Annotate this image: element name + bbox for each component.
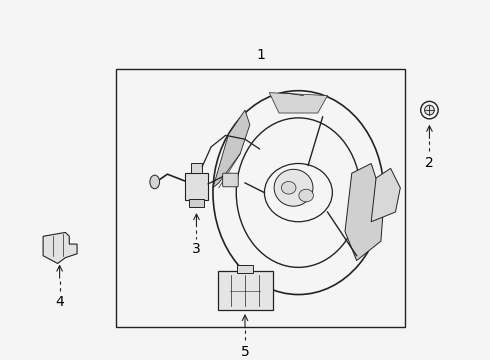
- Bar: [185, 173, 208, 201]
- Ellipse shape: [281, 181, 296, 194]
- Polygon shape: [270, 93, 327, 113]
- Ellipse shape: [236, 118, 361, 267]
- Bar: [189, 199, 204, 207]
- Polygon shape: [345, 163, 384, 261]
- Text: 3: 3: [192, 242, 201, 256]
- Text: 4: 4: [55, 295, 64, 309]
- Ellipse shape: [274, 169, 313, 206]
- Bar: [116, 69, 405, 327]
- Ellipse shape: [265, 163, 332, 222]
- Text: 5: 5: [241, 345, 249, 359]
- FancyBboxPatch shape: [222, 173, 238, 187]
- Ellipse shape: [150, 175, 160, 189]
- Text: 2: 2: [425, 157, 434, 171]
- FancyBboxPatch shape: [218, 271, 273, 310]
- Polygon shape: [43, 233, 77, 264]
- Text: 1: 1: [256, 48, 265, 62]
- Bar: [237, 265, 253, 273]
- Polygon shape: [371, 168, 400, 222]
- Bar: [191, 163, 202, 173]
- Ellipse shape: [299, 189, 314, 202]
- Ellipse shape: [213, 91, 384, 294]
- Ellipse shape: [421, 102, 438, 119]
- Polygon shape: [213, 110, 250, 188]
- Ellipse shape: [424, 105, 434, 115]
